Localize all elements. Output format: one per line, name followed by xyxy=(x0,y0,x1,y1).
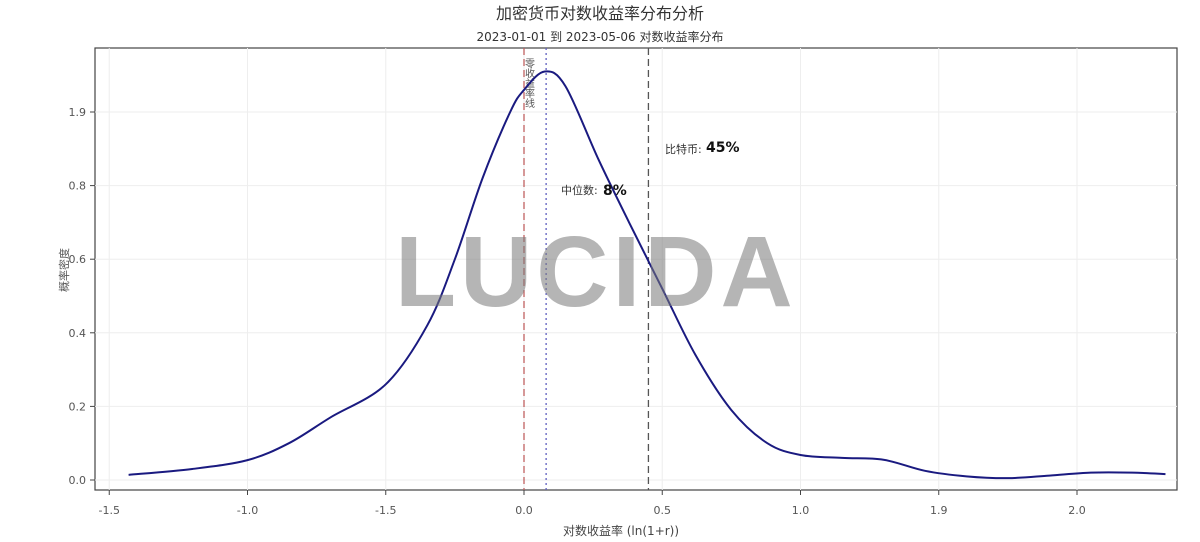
y-tick-label: 0.6 xyxy=(69,253,87,266)
x-tick-label: 1.0 xyxy=(792,504,810,517)
median-label: 中位数: xyxy=(561,183,598,197)
vline-label: 零收益率线 xyxy=(523,58,535,108)
x-tick-label: 0.0 xyxy=(515,504,533,517)
plot-frame xyxy=(94,47,1178,491)
y-tick-label: 0.2 xyxy=(69,400,87,413)
x-tick-label: 1.9 xyxy=(930,504,948,517)
btc-value: 45% xyxy=(706,140,740,156)
density-curve xyxy=(128,70,1166,480)
y-tick-label: 0.8 xyxy=(69,180,87,193)
x-tick-label: -1.5 xyxy=(99,504,120,517)
chart-subtitle: 2023-01-01 到 2023-05-06 对数收益率分布 xyxy=(476,30,724,44)
y-tick-label: 1.9 xyxy=(69,106,87,119)
y-tick-label: 0.4 xyxy=(69,327,87,340)
x-axis-label: 对数收益率 (ln(1+r)) xyxy=(563,523,679,538)
median-value: 8% xyxy=(603,183,627,199)
x-tick-label: -1.0 xyxy=(237,504,258,517)
btc-label: 比特币: xyxy=(665,142,702,156)
watermark: LUCIDA xyxy=(395,216,797,328)
x-tick-label: 2.0 xyxy=(1068,504,1086,517)
chart-title: 加密货币对数收益率分布分析 xyxy=(495,4,704,23)
y-axis-label: 概率密度 xyxy=(57,248,71,292)
x-tick-label: -1.5 xyxy=(375,504,396,517)
x-tick-label: 0.5 xyxy=(654,504,672,517)
y-tick-label: 0.0 xyxy=(69,474,87,487)
